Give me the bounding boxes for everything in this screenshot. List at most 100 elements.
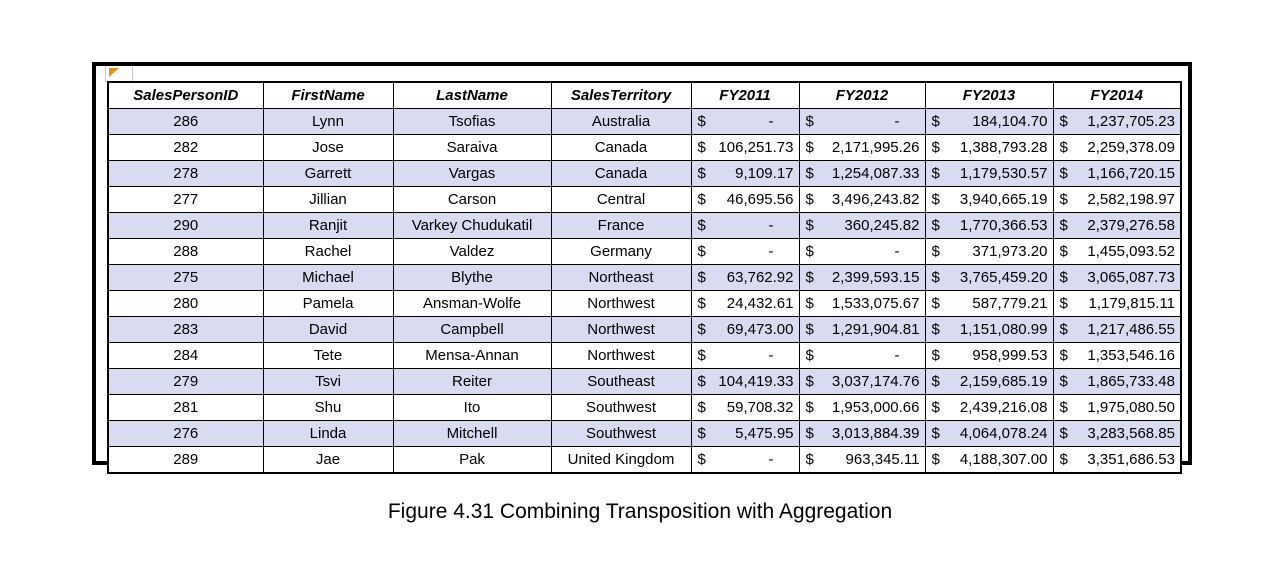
cell-fy2014: $1,865,733.48 [1052,368,1182,395]
currency-amount: 3,283,568.85 [1087,425,1175,442]
cell-fy2012: $963,345.11 [798,446,926,474]
cell-firstname: Garrett [262,160,394,187]
column-header-fy2012: FY2012 [798,81,926,109]
cell-salesterritory: France [550,212,692,239]
orange-triangle-icon [109,68,119,77]
table-row: 275 Michael Blythe Northeast $63,762.92 $2,39… [107,264,1182,291]
cell-fy2014: $1,975,080.50 [1052,394,1182,421]
cell-lastname: Mitchell [392,420,552,447]
cell-firstname: Lynn [262,108,394,135]
currency-amount: 2,159,685.19 [959,373,1048,390]
cell-firstname: Linda [262,420,394,447]
currency-amount: 1,166,720.15 [1087,165,1175,182]
currency-symbol: $ [805,373,814,390]
cell-fy2014: $2,259,378.09 [1052,134,1182,161]
cell-fy2012: $1,533,075.67 [798,290,926,317]
cell-salespersonid: 278 [107,160,264,187]
cell-fy2014: $1,217,486.55 [1052,316,1182,343]
currency-amount: 9,109.17 [735,165,794,182]
table-header-row: SalesPersonID FirstName LastName SalesTerri… [107,81,1182,109]
cell-firstname: Jae [262,446,394,474]
cell-lastname: Ansman-Wolfe [392,290,552,317]
currency-symbol: $ [697,321,706,338]
table-row: 286 Lynn Tsofias Australia $ - $ - $184,104.70 $1… [107,108,1182,135]
currency-amount: - [768,451,774,468]
currency-amount: 2,439,216.08 [959,399,1048,416]
currency-amount: 5,475.95 [735,425,794,442]
currency-amount: 3,496,243.82 [831,191,920,208]
cell-fy2013: $371,973.20 [924,238,1054,265]
cell-fy2012: $ - [798,238,926,265]
cell-fy2012: $2,171,995.26 [798,134,926,161]
currency-amount: - [768,113,774,130]
currency-amount: 3,940,665.19 [959,191,1048,208]
currency-amount: 106,251.73 [718,139,794,156]
cell-fy2011: $5,475.95 [690,420,800,447]
cell-salespersonid: 277 [107,186,264,213]
currency-symbol: $ [805,425,814,442]
currency-amount: 1,217,486.55 [1087,321,1175,338]
cell-salespersonid: 282 [107,134,264,161]
currency-amount: 1,254,087.33 [831,165,920,182]
currency-symbol: $ [805,243,814,260]
cell-fy2011: $ - [690,342,800,369]
currency-symbol: $ [697,191,706,208]
currency-symbol: $ [931,451,940,468]
cell-fy2013: $3,940,665.19 [924,186,1054,213]
currency-symbol: $ [931,139,940,156]
currency-amount: 63,762.92 [726,269,794,286]
cell-fy2011: $106,251.73 [690,134,800,161]
cell-firstname: David [262,316,394,343]
cell-firstname: Tsvi [262,368,394,395]
table-row: 289 Jae Pak United Kingdom $ - $963,345.11 $4,1… [107,446,1182,474]
currency-amount: 963,345.11 [845,451,920,468]
currency-symbol: $ [931,295,940,312]
currency-amount: - [768,243,774,260]
currency-symbol: $ [1059,139,1068,156]
column-header-salesterritory: SalesTerritory [550,81,692,109]
currency-amount: 3,351,686.53 [1087,451,1175,468]
cell-fy2014: $2,582,198.97 [1052,186,1182,213]
cell-fy2014: $2,379,276.58 [1052,212,1182,239]
currency-symbol: $ [931,165,940,182]
currency-amount: 1,179,815.11 [1088,295,1175,312]
currency-symbol: $ [1059,373,1068,390]
cell-salesterritory: United Kingdom [550,446,692,474]
cell-salesterritory: Australia [550,108,692,135]
currency-symbol: $ [697,269,706,286]
currency-symbol: $ [805,451,814,468]
cell-lastname: Pak [392,446,552,474]
cell-fy2011: $59,708.32 [690,394,800,421]
currency-symbol: $ [805,399,814,416]
currency-amount: 1,353,546.16 [1087,347,1175,364]
table-row: 276 Linda Mitchell Southwest $5,475.95 $3,013… [107,420,1182,447]
cell-fy2012: $ - [798,342,926,369]
currency-symbol: $ [1059,191,1068,208]
cell-lastname: Vargas [392,160,552,187]
cell-firstname: Jose [262,134,394,161]
currency-amount: 3,065,087.73 [1087,269,1175,286]
currency-amount: 24,432.61 [726,295,794,312]
currency-symbol: $ [805,321,814,338]
currency-symbol: $ [697,113,706,130]
currency-amount: 2,399,593.15 [831,269,920,286]
currency-amount: - [768,347,774,364]
currency-amount: - [894,347,900,364]
cell-fy2011: $46,695.56 [690,186,800,213]
cell-fy2013: $2,159,685.19 [924,368,1054,395]
table-row: 281 Shu Ito Southwest $59,708.32 $1,953,000.6… [107,394,1182,421]
column-header-fy2013: FY2013 [924,81,1054,109]
cell-firstname: Michael [262,264,394,291]
currency-amount: 2,171,995.26 [831,139,920,156]
table-body: 286 Lynn Tsofias Australia $ - $ - $184,104.70 $1… [107,108,1182,474]
cell-lastname: Carson [392,186,552,213]
cell-salespersonid: 275 [107,264,264,291]
currency-amount: 1,179,530.57 [959,165,1048,182]
currency-amount: 3,013,884.39 [831,425,920,442]
cell-salesterritory: Northwest [550,342,692,369]
currency-amount: 1,953,000.66 [831,399,920,416]
cell-fy2013: $4,064,078.24 [924,420,1054,447]
currency-amount: 59,708.32 [726,399,794,416]
cell-salesterritory: Germany [550,238,692,265]
currency-amount: 104,419.33 [718,373,794,390]
